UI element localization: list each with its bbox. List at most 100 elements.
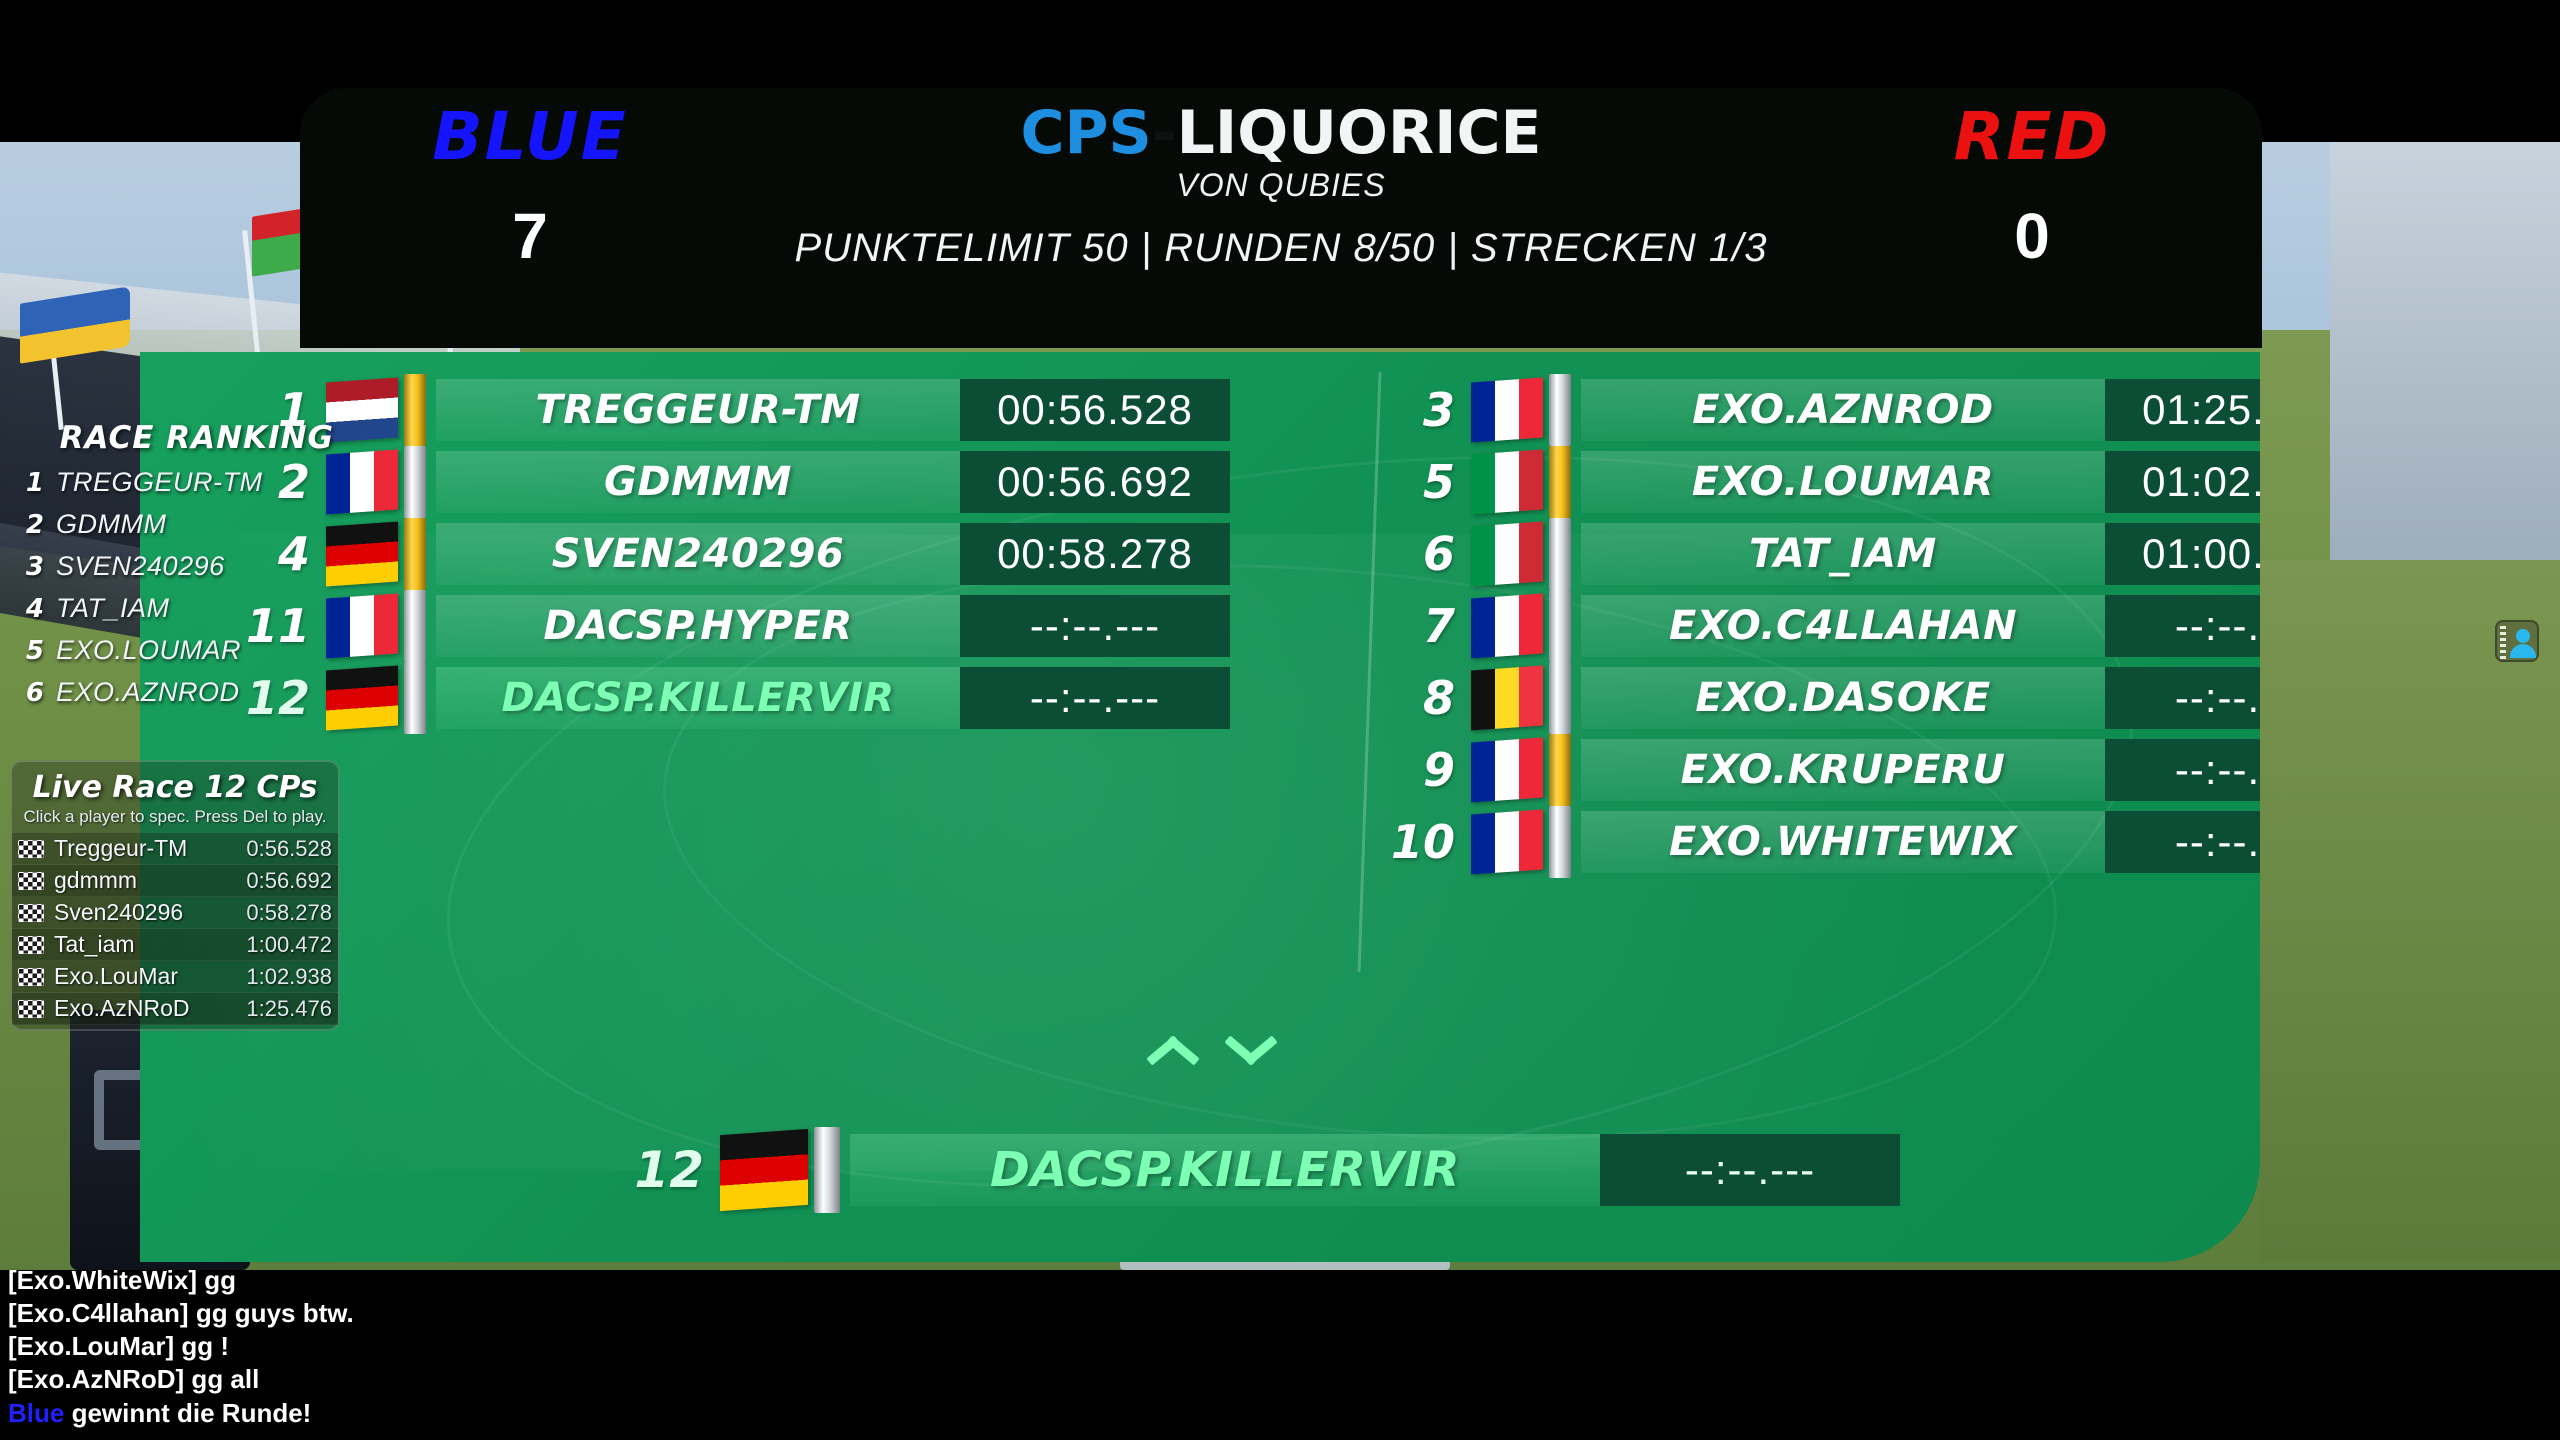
- row-time-cell: 00:56.692: [960, 451, 1230, 513]
- live-race-player-time: 1:00.472: [246, 931, 332, 957]
- player-time: --:--.---: [2174, 674, 2260, 721]
- row-name-cell: DACSP.HYPER: [436, 595, 960, 657]
- chat-line: [Exo.WhiteWix] gg: [8, 1264, 354, 1297]
- right-grass: [2260, 560, 2560, 1260]
- live-race-row[interactable]: Treggeur-TM 0:56.528: [12, 833, 338, 865]
- live-race-player-name: gdmmm: [54, 867, 138, 893]
- race-ranking-position: 2: [25, 509, 44, 540]
- row-rank: 12: [245, 671, 310, 725]
- live-race-title: Live Race 12 CPs: [12, 770, 338, 805]
- race-ranking-position: 4: [25, 593, 44, 624]
- race-ranking-position: 6: [25, 677, 44, 708]
- row-time-cell: 01:00.472: [2105, 523, 2260, 585]
- row-name-cell: DACSP.KILLERVIR: [436, 667, 960, 729]
- chevron-up-icon[interactable]: [1145, 1040, 1201, 1074]
- player-name: GDMMM: [604, 459, 792, 505]
- medal-bar-silver: [814, 1127, 840, 1213]
- player-time: --:--.---: [2174, 602, 2260, 649]
- chat-message-text: [Exo.AzNRoD] gg all: [8, 1364, 260, 1395]
- flag-fr-icon: [1471, 593, 1543, 659]
- live-race-player-name: Sven240296: [54, 899, 184, 925]
- row-name-cell: EXO.AZNROD: [1581, 379, 2105, 441]
- chat-line: [Exo.C4llahan] gg guys btw.: [8, 1297, 354, 1330]
- live-race-player-time: 0:58.278: [246, 899, 332, 925]
- medal-bar-silver: [1549, 374, 1571, 446]
- row-name-cell: SVEN240296: [436, 523, 960, 585]
- checkered-flag-icon: [18, 871, 44, 890]
- scoreboard-scroll-controls[interactable]: [1145, 1040, 1279, 1074]
- race-ranking-row: 3 SVEN240296: [10, 551, 340, 582]
- live-race-row[interactable]: Exo.LouMar 1:02.938: [12, 961, 338, 993]
- checkered-flag-icon: [18, 903, 44, 922]
- flag-it-icon: [1471, 449, 1543, 515]
- flag-fr-icon: [1471, 377, 1543, 443]
- checkered-flag-icon: [18, 839, 44, 858]
- blue-team-name: BLUE: [432, 98, 628, 175]
- race-ranking-list: 1 TREGGEUR-TM 2 GDMMM 3 SVEN240296 4 TAT_IAM 5 EX…: [10, 467, 340, 708]
- medal-bar-gold: [1549, 734, 1571, 806]
- scoreboard-row: 1 TREGGEUR-TM 00:56.528: [230, 374, 1230, 446]
- row-time-cell: --:--.---: [960, 595, 1230, 657]
- player-name: TAT_IAM: [1749, 531, 1937, 577]
- live-race-cp-count: 12 CPs: [204, 770, 318, 805]
- blue-team-score: 7: [512, 200, 548, 272]
- flag-be-icon: [1471, 665, 1543, 731]
- race-ranking-overlay: RACE RANKING 1 TREGGEUR-TM 2 GDMMM 3 SVEN2402…: [10, 420, 340, 708]
- race-ranking-title: RACE RANKING: [59, 420, 334, 456]
- row-name-cell: EXO.C4LLAHAN: [1581, 595, 2105, 657]
- self-player-row: 12 DACSP.KILLERVIR --:--.---: [600, 1127, 1900, 1213]
- red-team-score: 0: [2014, 200, 2050, 272]
- row-time-cell: --:--.---: [2105, 595, 2260, 657]
- live-race-player-time: 0:56.528: [246, 835, 332, 861]
- row-rank: 2: [277, 455, 310, 509]
- match-title-main: LIQUORICE: [1176, 98, 1542, 168]
- checkered-flag-icon: [18, 999, 44, 1018]
- player-time: --:--.---: [2174, 746, 2260, 793]
- player-name: DACSP.HYPER: [543, 603, 853, 649]
- contacts-person-icon[interactable]: [2495, 620, 2539, 662]
- scoreboard-row: 3 EXO.AZNROD 01:25.476: [1375, 374, 2260, 446]
- live-race-player-time: 1:25.476: [246, 995, 332, 1021]
- live-race-row[interactable]: Sven240296 0:58.278: [12, 897, 338, 929]
- checkered-flag-icon: [18, 967, 44, 986]
- live-race-row[interactable]: Tat_iam 1:00.472: [12, 929, 338, 961]
- race-ranking-name: EXO.LOUMAR: [56, 635, 242, 665]
- row-time-cell: --:--.---: [2105, 739, 2260, 801]
- right-wall: [2330, 140, 2560, 640]
- live-race-list: Treggeur-TM 0:56.528 gdmmm 0:56.692 Sven2402…: [12, 833, 338, 1025]
- row-rank: 5: [1422, 455, 1455, 509]
- player-time: 00:56.528: [997, 386, 1193, 433]
- race-ranking-row: 5 EXO.LOUMAR: [10, 635, 340, 666]
- row-rank: 4: [277, 527, 310, 581]
- player-time: --:--.---: [1684, 1146, 1816, 1193]
- row-name-cell: EXO.DASOKE: [1581, 667, 2105, 729]
- blue-team-block: BLUE 7: [320, 98, 740, 272]
- row-time-cell: --:--.---: [2105, 667, 2260, 729]
- chat-message-text: [Exo.C4llahan] gg guys btw.: [8, 1297, 354, 1328]
- scoreboard-row: 10 EXO.WHITEWIX --:--.---: [1375, 806, 2260, 878]
- flag-fr-icon: [1471, 737, 1543, 803]
- player-name: EXO.WHITEWIX: [1669, 819, 2017, 865]
- row-rank: 8: [1422, 671, 1455, 725]
- scoreboard-row: 9 EXO.KRUPERU --:--.---: [1375, 734, 2260, 806]
- medal-bar-silver: [1549, 662, 1571, 734]
- live-race-row[interactable]: gdmmm 0:56.692: [12, 865, 338, 897]
- row-time-cell: 00:56.528: [960, 379, 1230, 441]
- match-subtitle: VON QUBIES: [1176, 167, 1386, 203]
- chevron-down-icon[interactable]: [1223, 1040, 1279, 1074]
- row-name-cell: EXO.WHITEWIX: [1581, 811, 2105, 873]
- live-race-player-name: Exo.AzNRoD: [54, 995, 190, 1021]
- row-time-cell: 01:25.476: [2105, 379, 2260, 441]
- row-name-cell: TAT_IAM: [1581, 523, 2105, 585]
- match-header-bar: BLUE 7 CPS-LIQUORICE VON QUBIES PUNKTELI…: [300, 88, 2262, 348]
- race-ranking-name: GDMMM: [56, 509, 167, 539]
- match-info-line: PUNKTELIMIT 50 | RUNDEN 8/50 | STRECKEN …: [794, 226, 1768, 270]
- live-race-row[interactable]: Exo.AzNRoD 1:25.476: [12, 993, 338, 1025]
- match-title-prefix: CPS: [1020, 98, 1152, 168]
- scoreboard-row: 11 DACSP.HYPER --:--.---: [230, 590, 1230, 662]
- scoreboard-row: 7 EXO.C4LLAHAN --:--.---: [1375, 590, 2260, 662]
- live-race-title-text: Live Race: [32, 770, 194, 805]
- player-name: SVEN240296: [551, 531, 845, 577]
- row-rank: 6: [1422, 527, 1455, 581]
- scoreboard-panel: 1 TREGGEUR-TM 00:56.528 2 GDMMM 00:56.692 4 SVE…: [140, 352, 2260, 1262]
